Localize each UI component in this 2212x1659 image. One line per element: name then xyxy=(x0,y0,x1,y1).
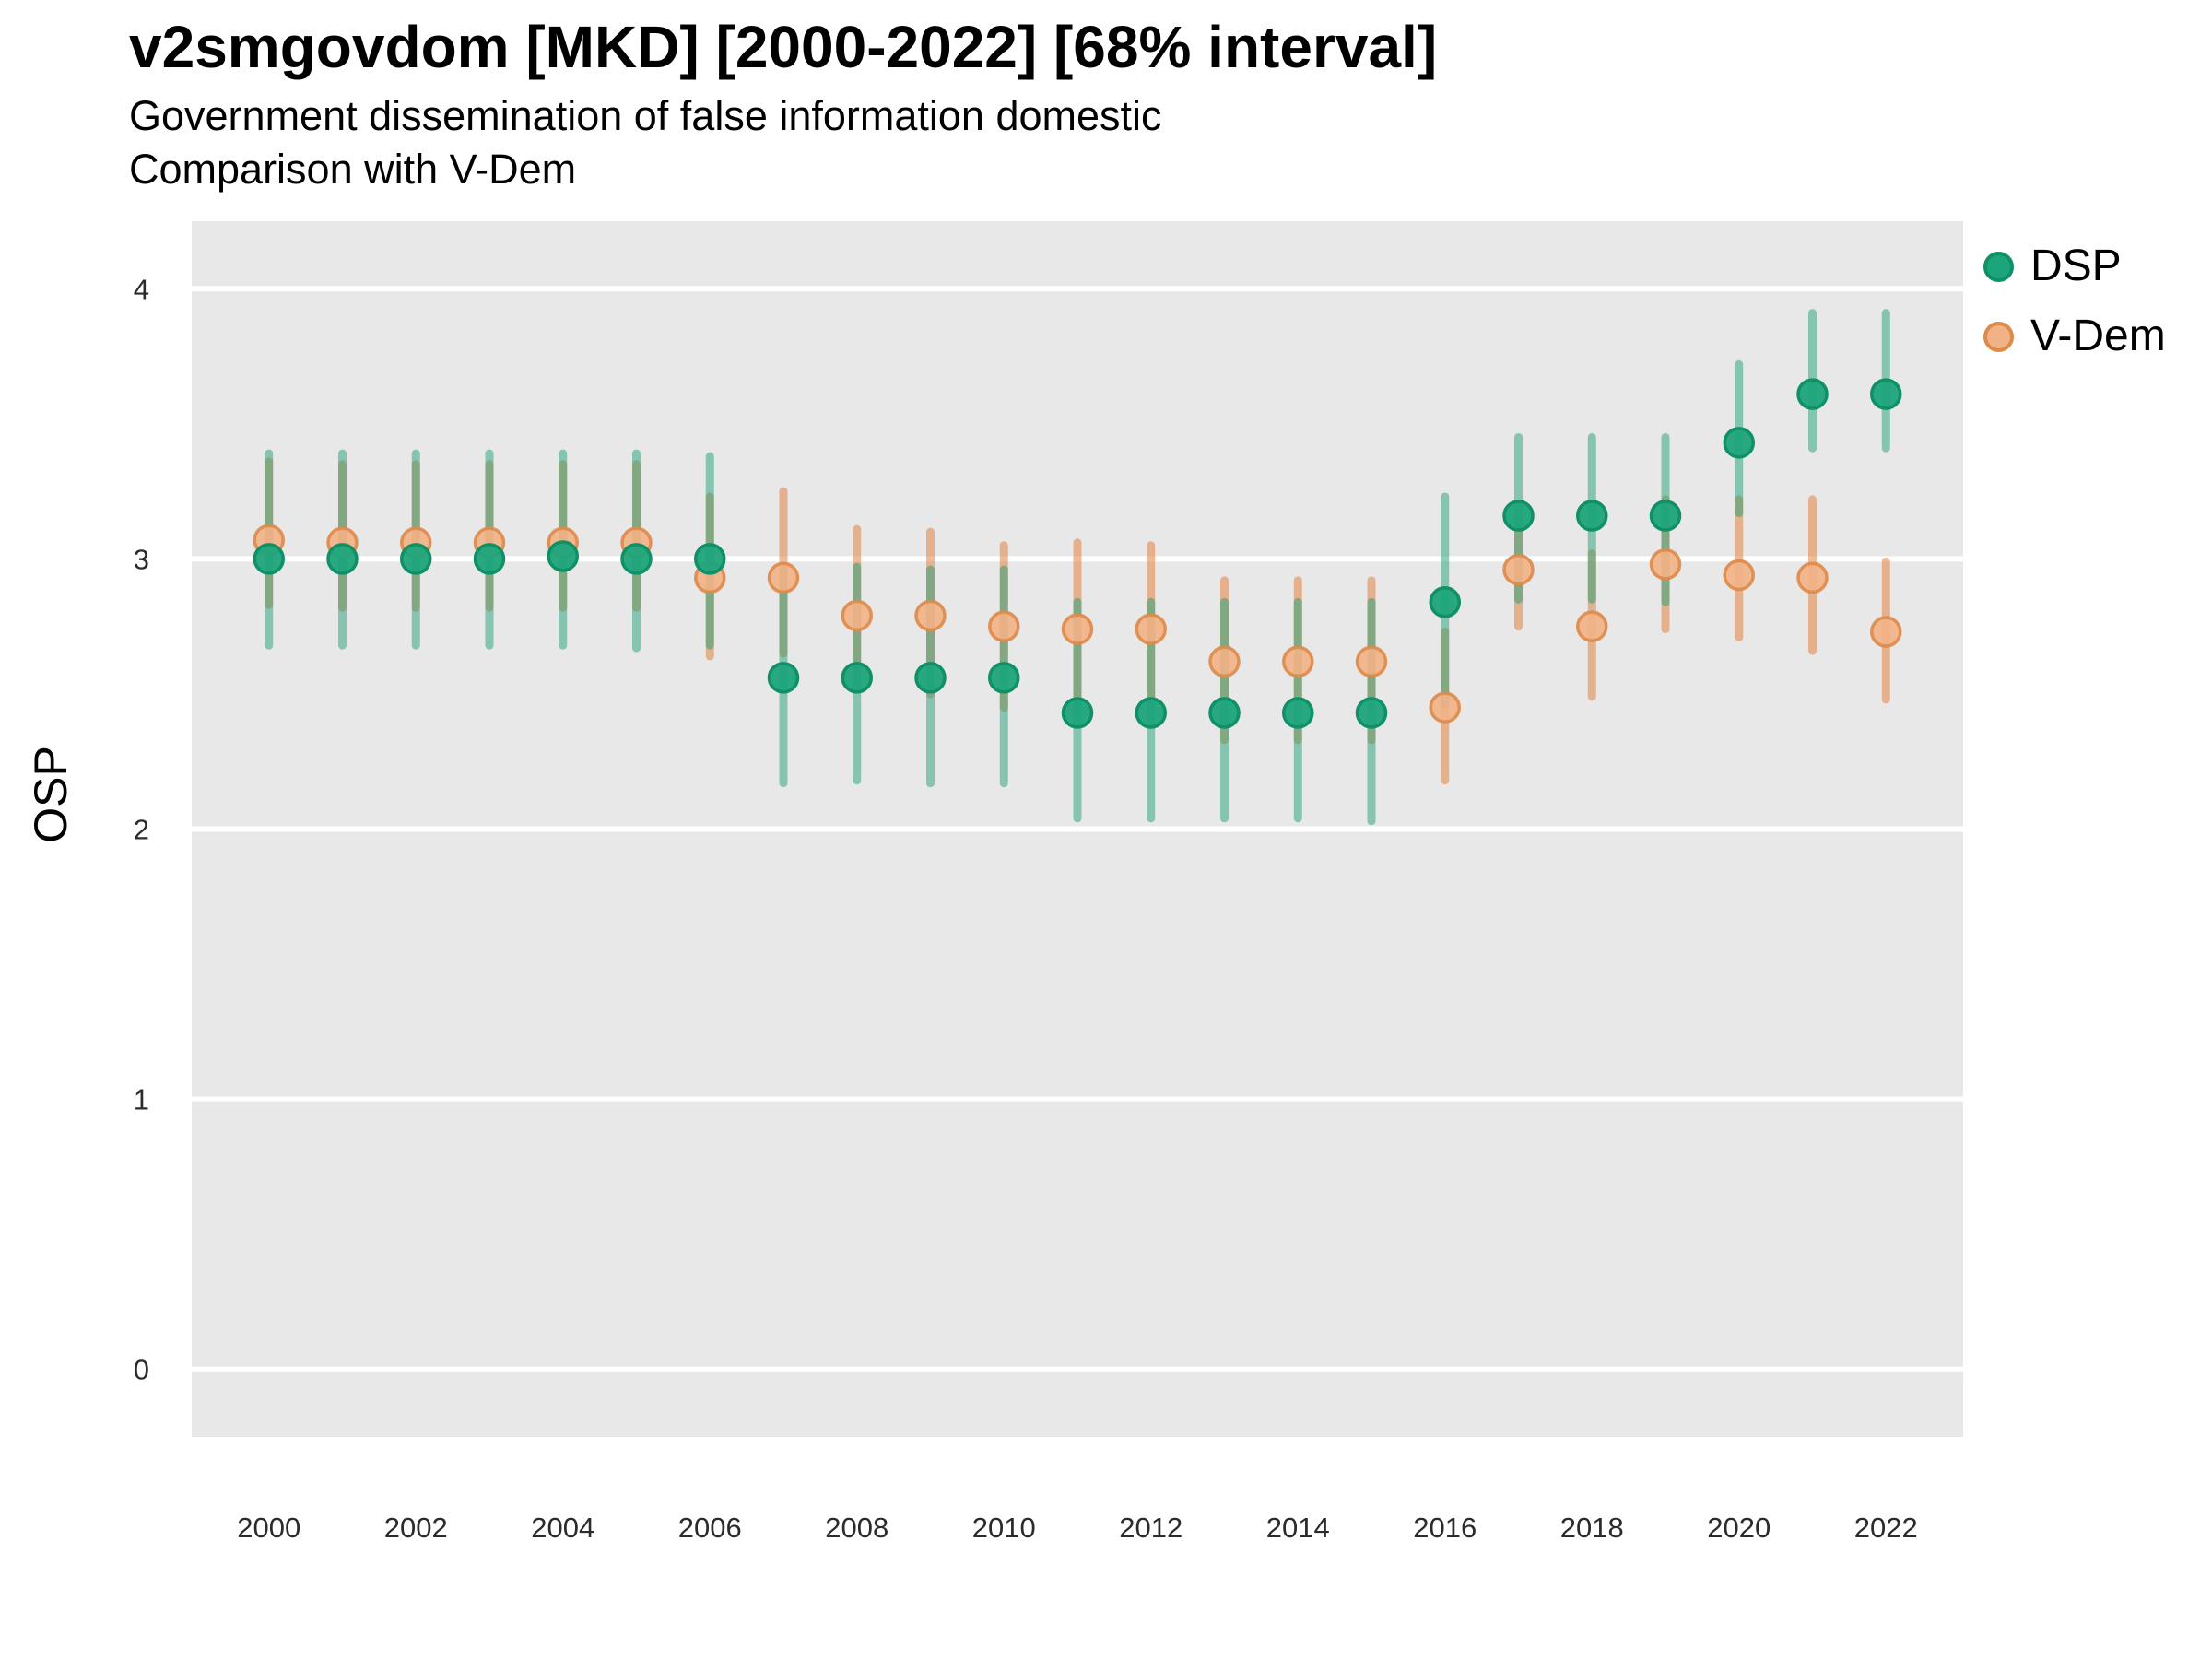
legend-item-dsp: DSP xyxy=(1983,238,2166,295)
dsp-point-2022 xyxy=(1870,378,1902,410)
x-axis-tick-label-2016: 2016 xyxy=(1413,1512,1477,1544)
x-axis-tick-label-2006: 2006 xyxy=(678,1512,742,1544)
y-axis-tick-label-2: 2 xyxy=(134,814,149,846)
x-axis-tick-label-2010: 2010 xyxy=(972,1512,1036,1544)
chart-title: v2smgovdom [MKD] [2000-2022] [68% interv… xyxy=(129,14,1438,80)
dsp-point-2011 xyxy=(1061,697,1094,729)
vdem-point-2019 xyxy=(1649,548,1682,581)
dsp-point-2008 xyxy=(841,662,873,694)
dsp-point-2018 xyxy=(1576,500,1608,532)
x-axis-tick-label-2018: 2018 xyxy=(1560,1512,1624,1544)
x-axis-tick-label-2012: 2012 xyxy=(1119,1512,1182,1544)
x-axis-tick-label-2008: 2008 xyxy=(825,1512,888,1544)
dsp-point-2010 xyxy=(987,662,1020,694)
dsp-point-2009 xyxy=(914,662,947,694)
dsp-point-2003 xyxy=(473,543,506,575)
vdem-point-2014 xyxy=(1282,645,1314,678)
legend-item-vdem: V-Dem xyxy=(1983,308,2166,365)
dsp-point-2001 xyxy=(326,543,359,575)
vdem-point-2012 xyxy=(1135,613,1168,645)
x-axis-tick-label-2000: 2000 xyxy=(237,1512,300,1544)
y-axis-tick-label-1: 1 xyxy=(134,1084,149,1116)
legend: DSP V-Dem xyxy=(1983,238,2166,365)
vdem-point-2017 xyxy=(1502,553,1535,586)
x-axis-tick-label-2014: 2014 xyxy=(1266,1512,1330,1544)
dsp-point-2000 xyxy=(253,543,285,575)
x-axis-tick-label-2022: 2022 xyxy=(1854,1512,1918,1544)
vdem-legend-swatch-icon xyxy=(1983,321,2014,352)
y-axis-tick-label-3: 3 xyxy=(134,543,149,575)
y-axis-tick-label-4: 4 xyxy=(134,273,149,305)
vdem-point-2008 xyxy=(841,599,873,632)
vdem-point-2013 xyxy=(1208,645,1241,678)
dsp-point-2012 xyxy=(1135,697,1168,729)
vdem-point-2020 xyxy=(1723,559,1756,592)
dsp-point-2005 xyxy=(620,543,653,575)
dsp-point-2007 xyxy=(767,662,800,694)
x-axis-tick-label-2020: 2020 xyxy=(1707,1512,1771,1544)
dsp-point-2002 xyxy=(399,543,432,575)
vdem-point-2015 xyxy=(1355,645,1388,678)
dsp-point-2014 xyxy=(1282,697,1314,729)
chart-subtitle-line2: Comparison with V-Dem xyxy=(129,146,577,193)
dsp-point-2013 xyxy=(1208,697,1241,729)
vdem-point-2010 xyxy=(987,610,1020,642)
dsp-legend-swatch-icon xyxy=(1983,251,2014,282)
vdem-point-2021 xyxy=(1796,561,1829,594)
vdem-point-2011 xyxy=(1061,613,1094,645)
dsp-point-2006 xyxy=(693,543,726,575)
dsp-point-2021 xyxy=(1796,378,1829,410)
legend-label-dsp: DSP xyxy=(2030,241,2122,290)
vdem-point-2009 xyxy=(914,599,947,632)
dsp-point-2004 xyxy=(547,540,579,572)
vdem-point-2022 xyxy=(1870,616,1902,648)
dsp-point-2015 xyxy=(1355,697,1388,729)
y-axis-tick-label-0: 0 xyxy=(134,1354,149,1386)
dsp-point-2017 xyxy=(1502,500,1535,532)
legend-label-vdem: V-Dem xyxy=(2030,312,2166,360)
vdem-point-2016 xyxy=(1429,691,1462,724)
dsp-point-2020 xyxy=(1723,427,1756,459)
x-axis-tick-label-2002: 2002 xyxy=(384,1512,448,1544)
vdem-point-2018 xyxy=(1576,610,1608,642)
dsp-point-2016 xyxy=(1429,586,1462,618)
x-axis-tick-label-2004: 2004 xyxy=(531,1512,594,1544)
dsp-point-2019 xyxy=(1649,500,1682,532)
chart-subtitle-line1: Government dissemination of false inform… xyxy=(129,92,1162,139)
vdem-point-2007 xyxy=(767,561,800,594)
